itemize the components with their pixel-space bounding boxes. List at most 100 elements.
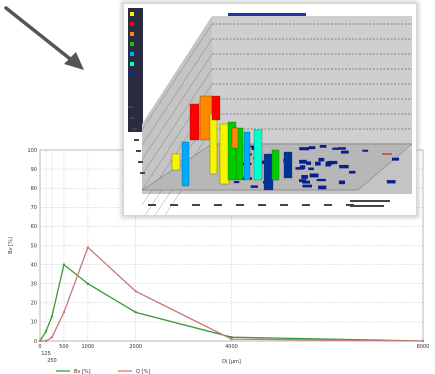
y-tick-label: 0 bbox=[34, 339, 37, 345]
x-axis-tick-label bbox=[148, 204, 156, 206]
x-tick-label: 1000 bbox=[82, 344, 95, 350]
x-tick-label: 125 bbox=[41, 351, 51, 357]
flat-bar bbox=[233, 181, 240, 184]
y-tick-label: 90 bbox=[31, 167, 37, 173]
bar3d bbox=[253, 129, 263, 181]
y-axis-tick-label bbox=[130, 117, 135, 119]
series-line bbox=[39, 263, 424, 342]
data-point bbox=[134, 290, 137, 293]
bar3d bbox=[209, 113, 218, 175]
x-axis-tick-label bbox=[170, 204, 178, 206]
y-tick-label: 10 bbox=[31, 320, 37, 326]
flat-bar bbox=[258, 160, 268, 165]
flat-bar bbox=[302, 184, 312, 188]
x-axis-tick-label bbox=[236, 204, 244, 206]
flat-bar bbox=[349, 170, 356, 174]
flat-bar bbox=[308, 167, 314, 171]
flat-bar bbox=[318, 185, 327, 190]
x-axis-tick-label bbox=[324, 204, 332, 206]
color-legend-swatch bbox=[130, 22, 134, 26]
x-tick-label: 8000 bbox=[417, 344, 430, 350]
flat-bar bbox=[325, 162, 331, 167]
y-tick-label: 80 bbox=[31, 186, 37, 192]
bar3d bbox=[235, 127, 244, 181]
flat-bar bbox=[250, 145, 256, 148]
color-legend-swatch bbox=[130, 52, 134, 56]
data-point bbox=[62, 311, 66, 314]
y-axis-tick-label bbox=[134, 139, 139, 141]
y-tick-label: 100 bbox=[27, 148, 37, 154]
flat-bar bbox=[295, 167, 304, 170]
bar3d bbox=[171, 153, 181, 171]
data-point bbox=[421, 339, 425, 343]
data-point bbox=[230, 335, 233, 339]
data-point bbox=[230, 337, 233, 341]
inset-caption-text bbox=[350, 205, 384, 207]
inset-caption-text bbox=[350, 200, 390, 202]
x-tick-label: 4000 bbox=[225, 344, 238, 350]
flat-bar bbox=[362, 149, 369, 152]
side-gridline bbox=[141, 38, 213, 146]
bar3d bbox=[263, 153, 274, 191]
side-gridline bbox=[141, 23, 213, 131]
data-point bbox=[134, 311, 137, 314]
color-legend-swatch bbox=[130, 12, 134, 16]
y-tick-label: 20 bbox=[31, 301, 37, 307]
data-point bbox=[62, 263, 66, 266]
flat-bar bbox=[316, 178, 326, 182]
flat-bar bbox=[302, 180, 311, 184]
y-tick-label: 30 bbox=[31, 282, 37, 288]
flat-bar bbox=[308, 146, 316, 150]
flat-bar bbox=[391, 157, 400, 161]
bar3d bbox=[211, 95, 221, 121]
flat-bar bbox=[338, 180, 346, 185]
y-tick-label: 70 bbox=[31, 205, 37, 211]
y-axis-title: Bv [%] bbox=[8, 237, 14, 254]
color-legend-swatch bbox=[130, 72, 134, 76]
x-tick-label: 500 bbox=[59, 344, 69, 350]
bar3d-chart-inset bbox=[124, 4, 416, 215]
flat-bar bbox=[301, 175, 308, 179]
data-point bbox=[86, 246, 90, 249]
bar3d bbox=[181, 141, 190, 187]
x-axis-title: Di [µm] bbox=[222, 359, 241, 365]
flat-bar bbox=[309, 173, 319, 178]
data-point bbox=[50, 314, 54, 318]
bar3d bbox=[271, 149, 280, 181]
bar3d bbox=[243, 131, 251, 181]
y-tick-label: 50 bbox=[31, 243, 37, 249]
flat-bar bbox=[318, 157, 325, 162]
flat-bar bbox=[338, 147, 346, 150]
flat-bar bbox=[299, 159, 307, 164]
flat-bar bbox=[315, 161, 321, 166]
legend-label: Bv [%] bbox=[74, 369, 91, 374]
bar3d bbox=[283, 151, 293, 179]
bar3d bbox=[219, 123, 230, 185]
flat-bar bbox=[299, 147, 310, 151]
y-axis-tick-label bbox=[128, 106, 133, 108]
data-point bbox=[50, 335, 54, 339]
bar3d bbox=[231, 127, 239, 149]
flat-bar bbox=[306, 161, 312, 165]
x-axis-tick-label bbox=[280, 204, 288, 206]
back-wall bbox=[212, 16, 412, 150]
y-tick-label: 40 bbox=[31, 262, 37, 268]
inset-title-text bbox=[228, 13, 306, 16]
y-axis-tick-label bbox=[136, 150, 141, 152]
legend-label: Q [%] bbox=[136, 369, 150, 374]
flat-bar bbox=[340, 150, 349, 154]
data-point bbox=[44, 339, 48, 343]
color-legend-swatch bbox=[130, 62, 134, 66]
color-legend-panel bbox=[128, 8, 143, 132]
x-tick-label: 0 bbox=[38, 344, 41, 350]
x-tick-label: 250 bbox=[47, 358, 57, 364]
x-axis-tick-label bbox=[302, 204, 310, 206]
data-point bbox=[38, 339, 42, 343]
data-point bbox=[86, 282, 90, 285]
x-axis-tick-label bbox=[258, 204, 266, 206]
flat-bar bbox=[386, 180, 396, 184]
data-point bbox=[44, 330, 48, 333]
flat-bar bbox=[339, 164, 349, 169]
flat-bar bbox=[319, 145, 327, 148]
bar3d bbox=[189, 103, 200, 141]
